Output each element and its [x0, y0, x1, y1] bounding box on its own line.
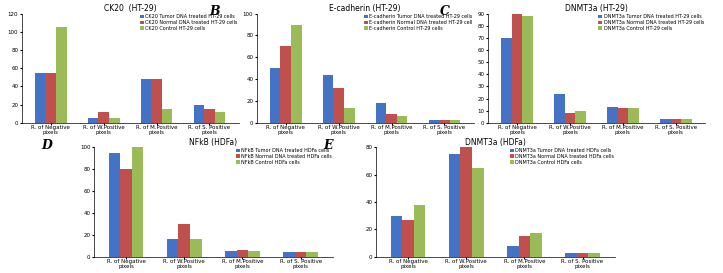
Bar	[670, 119, 681, 123]
Bar	[523, 16, 533, 123]
Bar	[215, 112, 226, 123]
Title: NFkB (HDFa): NFkB (HDFa)	[189, 138, 237, 147]
Bar	[141, 79, 151, 123]
Legend: CK20 Tumor DNA treated HT-29 cells, CK20 Normal DNA treated HT-29 cells, CK20 Co: CK20 Tumor DNA treated HT-29 cells, CK20…	[140, 14, 239, 31]
Bar	[35, 73, 46, 123]
Bar	[402, 220, 414, 257]
Bar	[397, 116, 408, 123]
Legend: E-cadherin Tumor DNA treated HT-29 cells, E-cadherin Normal DNA treated HT-29 ce: E-cadherin Tumor DNA treated HT-29 cells…	[364, 14, 474, 31]
Title: CK20  (HT-29): CK20 (HT-29)	[104, 4, 156, 13]
Bar	[576, 111, 586, 123]
Bar	[87, 118, 98, 123]
Text: D: D	[41, 139, 52, 152]
Bar	[589, 253, 600, 257]
Bar	[577, 253, 589, 257]
Bar	[607, 107, 617, 123]
Text: C: C	[440, 5, 450, 18]
Text: B: B	[209, 5, 220, 18]
Bar	[565, 253, 577, 257]
Bar	[390, 216, 402, 257]
Bar	[617, 108, 628, 123]
Text: E: E	[323, 139, 333, 152]
Bar	[204, 109, 215, 123]
Bar	[98, 112, 109, 123]
Bar	[439, 120, 450, 123]
Bar	[295, 252, 307, 257]
Bar	[461, 136, 472, 257]
Bar	[179, 224, 190, 257]
Bar	[194, 105, 204, 123]
Legend: DNMT3a Tumor DNA treated HDFa cells, DNMT3a Normal DNA treated HDFa cells, DNMT3: DNMT3a Tumor DNA treated HDFa cells, DNM…	[509, 148, 615, 165]
Title: DNMT3a (HT-29): DNMT3a (HT-29)	[565, 4, 628, 13]
Bar	[507, 246, 518, 257]
Bar	[450, 120, 461, 123]
Bar	[472, 168, 484, 257]
Bar	[167, 239, 179, 257]
Bar	[660, 119, 670, 123]
Bar	[554, 94, 565, 123]
Bar	[518, 236, 530, 257]
Bar	[565, 113, 576, 123]
Bar	[225, 251, 236, 257]
Bar	[429, 120, 439, 123]
Bar	[236, 250, 248, 257]
Legend: NFkB Tumor DNA treated HDFa cells, NFkB Normal DNA treated HDFa cells, NFkB Cont: NFkB Tumor DNA treated HDFa cells, NFkB …	[236, 148, 333, 165]
Bar	[681, 119, 692, 123]
Bar	[322, 75, 333, 123]
Bar	[333, 88, 344, 123]
Bar	[248, 251, 260, 257]
Legend: DNMT3a Tumor DNA treated HT-29 cells, DNMT3a Normal DNA treated HT-29 cells, DNM: DNMT3a Tumor DNA treated HT-29 cells, DN…	[598, 14, 705, 31]
Bar	[449, 154, 461, 257]
Bar	[291, 25, 301, 123]
Bar	[281, 46, 291, 123]
Bar	[190, 239, 202, 257]
Title: E-cadherin (HT-29): E-cadherin (HT-29)	[330, 4, 401, 13]
Bar	[376, 103, 386, 123]
Bar	[283, 252, 295, 257]
Bar	[344, 108, 354, 123]
Title: DNMT3a (HDFa): DNMT3a (HDFa)	[465, 138, 526, 147]
Bar	[151, 79, 162, 123]
Bar	[109, 118, 119, 123]
Bar	[46, 73, 56, 123]
Bar	[530, 233, 542, 257]
Bar	[120, 169, 132, 257]
Bar	[108, 153, 120, 257]
Bar	[628, 108, 639, 123]
Bar	[270, 68, 281, 123]
Bar	[501, 38, 512, 123]
Bar	[132, 147, 143, 257]
Bar	[56, 27, 67, 123]
Bar	[307, 252, 318, 257]
Bar	[162, 109, 173, 123]
Bar	[512, 14, 523, 123]
Bar	[386, 114, 397, 123]
Bar	[414, 205, 425, 257]
